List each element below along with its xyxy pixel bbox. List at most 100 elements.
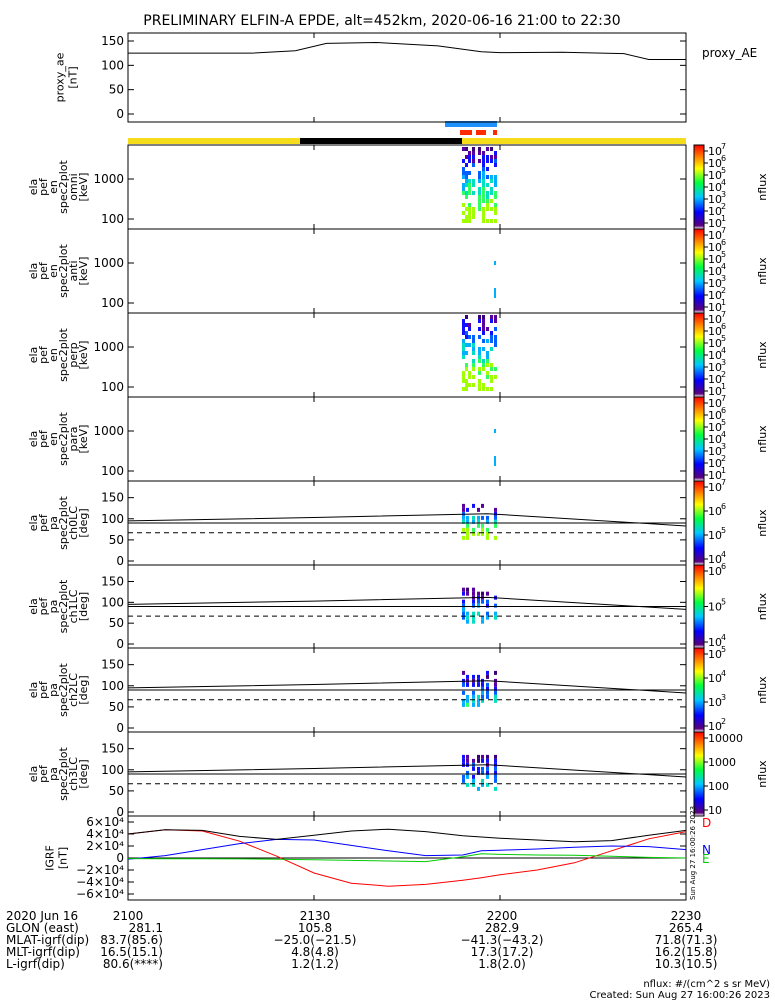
colorbar-exponent: 2 <box>721 202 726 211</box>
colorbar-exponent: 5 <box>721 645 726 654</box>
spectrogram-pixel <box>465 155 468 159</box>
colorbar-tick-label: 10 <box>708 325 722 338</box>
spectrogram-pixel <box>490 331 493 335</box>
colorbar-tick-label: 10 <box>708 337 722 350</box>
spectrogram-pixel <box>494 343 497 347</box>
spectrogram-pixel <box>477 611 480 616</box>
spectrogram-pixel <box>468 375 471 379</box>
spectrogram-pixel <box>472 698 475 703</box>
spectrogram-pixel <box>466 591 469 596</box>
colorbar-tick-label: 10 <box>708 409 722 422</box>
y-tick-label: 1000 <box>93 340 124 354</box>
spectrogram-pixel <box>477 603 480 608</box>
loss-cone-line <box>127 596 687 610</box>
spectrogram-pixel <box>490 387 493 391</box>
spectrogram-pixel <box>490 367 493 371</box>
spectrogram-pixel <box>472 159 475 163</box>
plot-title: PRELIMINARY ELFIN-A EPDE, alt=452km, 202… <box>143 13 620 29</box>
spectrogram-pixel <box>478 319 481 323</box>
spectrogram-pixel <box>472 155 475 159</box>
spectrogram-pixel <box>486 774 489 779</box>
spectrogram-pixel <box>472 702 475 707</box>
spectrogram-pixel <box>466 782 469 787</box>
spectrogram-pixel <box>465 363 468 367</box>
spectrogram-pixel <box>478 147 481 151</box>
colorbar-exponent: 5 <box>721 334 726 343</box>
spectrogram-pixel <box>481 690 484 695</box>
spectrogram-pixel <box>478 159 481 163</box>
colorbar-tick-label: 10 <box>708 265 722 278</box>
spectrogram-pixel <box>468 171 471 175</box>
spectrogram-pixel <box>477 523 480 528</box>
spectrogram-pixel <box>481 782 484 787</box>
footer-value: 1.8(2.0) <box>478 957 526 971</box>
colorbar-tick-label: 10 <box>708 349 722 362</box>
y-axis-label: spec2plot <box>57 160 70 214</box>
spectrogram-pixel <box>482 215 485 219</box>
spectrogram-pixel <box>481 770 484 775</box>
creation-side-text: Sun Aug 27 16:00:26 2023 <box>689 806 697 900</box>
spectrogram-pixel <box>468 187 471 191</box>
spectrogram-pixel <box>468 323 471 327</box>
spectrogram-pixel <box>494 754 497 759</box>
colorbar-tick-label: 10 <box>708 301 722 314</box>
spectrogram-pixel <box>486 770 489 775</box>
spectrogram-pixel <box>472 211 475 215</box>
y-axis-label: ela <box>27 263 40 280</box>
colorbar-tick-label: 10000 <box>708 732 743 745</box>
spectrogram-pixel <box>472 367 475 371</box>
spectrogram-pixel <box>486 758 489 763</box>
spectrogram-pixel <box>466 770 469 775</box>
spectrogram-pixel <box>462 702 465 707</box>
spectrogram-pixel <box>482 331 485 335</box>
y-axis-label: [keV] <box>77 341 90 370</box>
spectrogram-pixel <box>494 611 497 616</box>
spectrogram-pixel <box>477 682 480 687</box>
y-tick-label: 100 <box>101 512 124 526</box>
colorbar-exponent: 3 <box>721 442 726 451</box>
colorbar-tick-label: 10 <box>708 553 722 566</box>
spectrogram-pixel <box>477 766 480 771</box>
spectrogram-pixel <box>462 758 465 763</box>
spectrogram-pixel <box>472 603 475 608</box>
spectrogram-pixel <box>481 615 484 620</box>
spectrogram-pixel <box>482 187 485 191</box>
spectrogram-pixel <box>465 343 468 347</box>
spectrogram-pixel <box>462 147 465 151</box>
spectrogram-pixel <box>478 191 481 195</box>
spectrogram-pixel <box>472 774 475 779</box>
spectrogram-pixel <box>465 383 468 387</box>
footer-value: 265.4 <box>669 921 703 935</box>
spectrogram-pixel <box>486 159 489 163</box>
spectrogram-pixel <box>472 690 475 695</box>
colorbar-exponent: 1 <box>721 298 726 307</box>
y-axis-label: pa <box>47 683 60 697</box>
spectrogram-pixel <box>468 191 471 195</box>
spectrogram-pixel <box>462 527 465 532</box>
spectrogram-pixel <box>465 367 468 371</box>
spectrogram-pixel <box>478 367 481 371</box>
spectrogram-pixel <box>482 195 485 199</box>
spectrogram-pixel <box>482 347 485 351</box>
y-tick-label: 50 <box>109 83 124 97</box>
component-label: D <box>702 816 711 830</box>
orbit-status-bars <box>128 121 686 144</box>
spectrogram-pixel <box>486 766 489 771</box>
colorbar-exponent: 5 <box>721 526 726 535</box>
spectrogram-pixel <box>486 603 489 608</box>
y-axis-label: ela <box>27 431 40 448</box>
spectrogram-pixel <box>472 778 475 783</box>
y-axis-label: IGRF <box>44 845 57 871</box>
spectrogram-pixel <box>486 387 489 391</box>
spectrogram-pixel <box>490 379 493 383</box>
spectrogram-pixel <box>486 351 489 355</box>
spectrogram-pixel <box>481 619 484 624</box>
spectrogram-pixel <box>490 199 493 203</box>
colorbar-tick-label: 10 <box>708 313 722 326</box>
spectrogram-pixel <box>490 187 493 191</box>
spectrogram-pixel <box>462 371 465 375</box>
spectrogram-pixel <box>494 507 497 512</box>
colorbar-exponent: 4 <box>721 550 726 559</box>
panel-frame <box>127 228 687 314</box>
y-tick-label: 0 <box>116 107 124 121</box>
